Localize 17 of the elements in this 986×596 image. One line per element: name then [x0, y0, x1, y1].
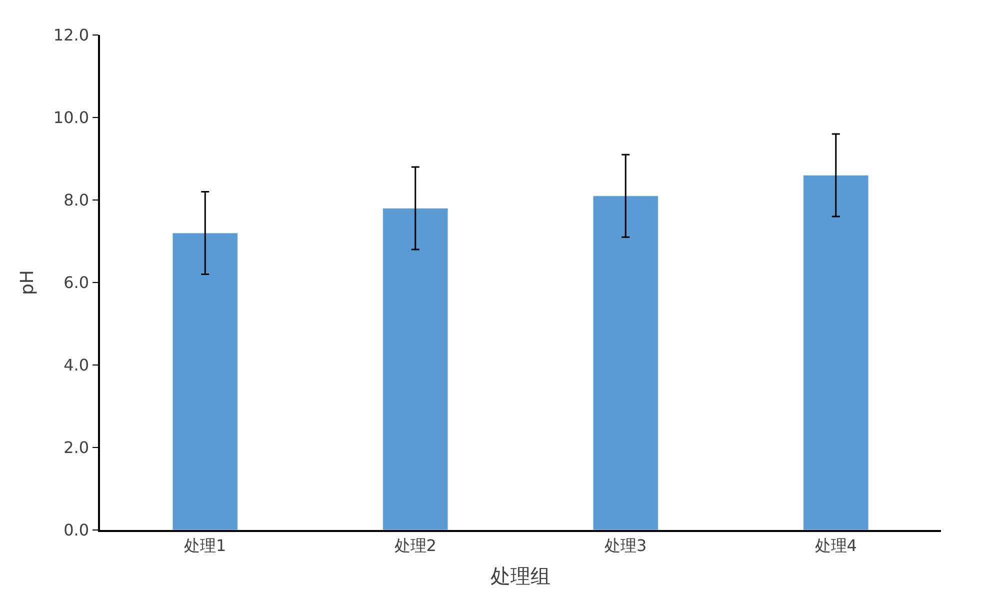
bar [803, 175, 869, 530]
x-tick-label: 处理2 [394, 536, 436, 555]
x-axis-title: 处理组 [490, 564, 550, 588]
y-tick-label: 6.0 [64, 273, 90, 292]
y-tick-label: 4.0 [64, 356, 90, 375]
y-tick-label: 2.0 [64, 438, 90, 458]
bar [382, 208, 448, 530]
y-tick-label: 12.0 [53, 26, 90, 45]
y-tick-label: 10.0 [53, 108, 90, 128]
y-tick-label: 0.0 [64, 520, 90, 540]
bar [592, 196, 658, 530]
x-tick-label: 处理3 [604, 536, 647, 555]
y-axis-title: pH [17, 270, 38, 295]
x-tick-label: 处理4 [814, 536, 857, 555]
x-tick-label: 处理1 [184, 536, 226, 555]
y-tick-label: 8.0 [64, 190, 90, 210]
bar [172, 232, 238, 530]
